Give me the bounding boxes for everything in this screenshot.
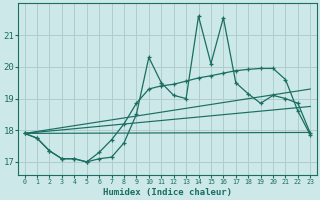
X-axis label: Humidex (Indice chaleur): Humidex (Indice chaleur)	[103, 188, 232, 197]
